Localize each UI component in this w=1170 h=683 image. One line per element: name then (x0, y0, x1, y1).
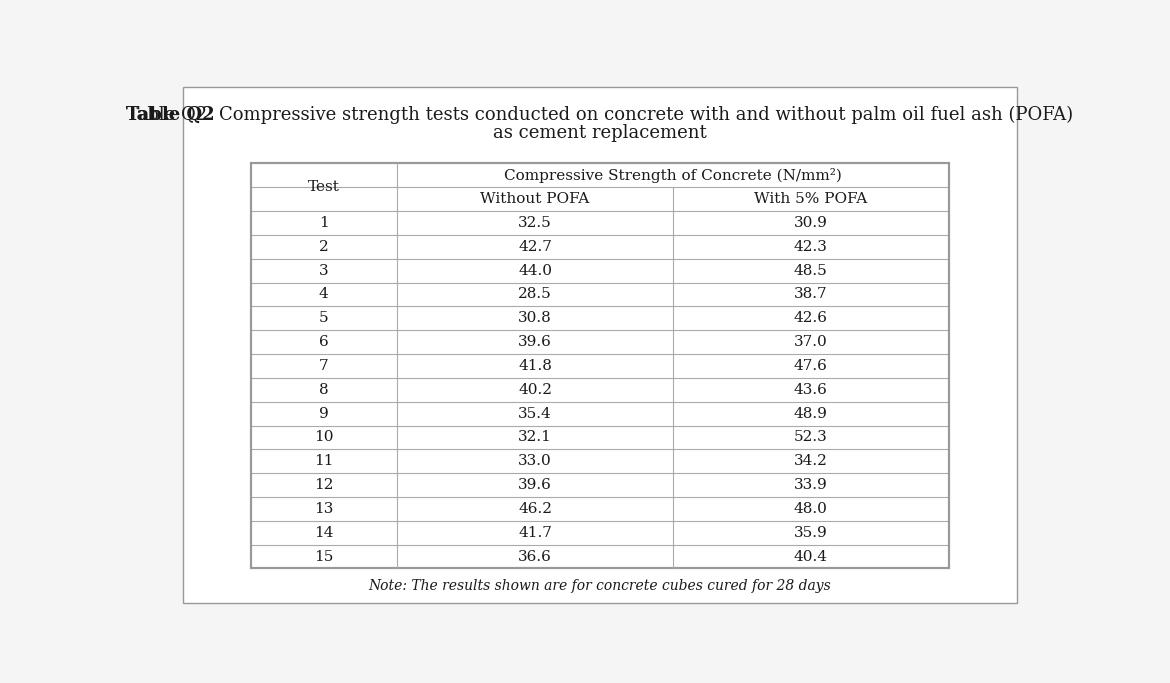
Text: 5: 5 (319, 311, 329, 325)
Text: 2: 2 (319, 240, 329, 254)
Text: 14: 14 (314, 526, 333, 540)
Text: 28.5: 28.5 (518, 288, 552, 301)
Text: 48.5: 48.5 (794, 264, 827, 278)
Text: 42.3: 42.3 (794, 240, 827, 254)
Text: 15: 15 (315, 550, 333, 563)
Text: 6: 6 (319, 335, 329, 349)
Text: 42.6: 42.6 (793, 311, 828, 325)
Text: as cement replacement: as cement replacement (493, 124, 707, 142)
Text: 48.9: 48.9 (794, 406, 827, 421)
Text: 9: 9 (319, 406, 329, 421)
Text: 8: 8 (319, 382, 329, 397)
Text: 42.7: 42.7 (518, 240, 552, 254)
Text: 44.0: 44.0 (518, 264, 552, 278)
Text: 35.4: 35.4 (518, 406, 552, 421)
Text: 10: 10 (314, 430, 333, 445)
Text: 13: 13 (315, 502, 333, 516)
Text: Test: Test (308, 180, 339, 194)
Text: 11: 11 (314, 454, 333, 469)
Text: Table Q2: Table Q2 (126, 106, 214, 124)
Text: 46.2: 46.2 (518, 502, 552, 516)
Text: 33.0: 33.0 (518, 454, 552, 469)
Text: 39.6: 39.6 (518, 478, 552, 492)
Text: 36.6: 36.6 (518, 550, 552, 563)
Text: 52.3: 52.3 (794, 430, 827, 445)
Text: 39.6: 39.6 (518, 335, 552, 349)
Text: 34.2: 34.2 (794, 454, 827, 469)
Text: Table Q2: Compressive strength tests conducted on concrete with and without palm: Table Q2: Compressive strength tests con… (126, 106, 1073, 124)
Text: 12: 12 (314, 478, 333, 492)
Text: 47.6: 47.6 (794, 359, 827, 373)
Text: Without POFA: Without POFA (481, 192, 590, 206)
Text: 38.7: 38.7 (794, 288, 827, 301)
Text: 37.0: 37.0 (794, 335, 827, 349)
Text: 41.7: 41.7 (518, 526, 552, 540)
Text: 30.9: 30.9 (794, 216, 827, 230)
Text: 32.5: 32.5 (518, 216, 552, 230)
Text: With 5% POFA: With 5% POFA (755, 192, 867, 206)
FancyBboxPatch shape (183, 87, 1017, 602)
Text: 30.8: 30.8 (518, 311, 552, 325)
Text: 48.0: 48.0 (794, 502, 827, 516)
Text: 4: 4 (319, 288, 329, 301)
Text: 1: 1 (319, 216, 329, 230)
Text: 32.1: 32.1 (518, 430, 552, 445)
Text: 40.2: 40.2 (518, 382, 552, 397)
Text: Compressive Strength of Concrete (N/mm²): Compressive Strength of Concrete (N/mm²) (504, 168, 842, 183)
Text: 40.4: 40.4 (793, 550, 828, 563)
Text: 43.6: 43.6 (794, 382, 827, 397)
Text: 41.8: 41.8 (518, 359, 552, 373)
Bar (250, 163, 949, 568)
Text: 33.9: 33.9 (794, 478, 827, 492)
Text: 7: 7 (319, 359, 329, 373)
Text: 35.9: 35.9 (794, 526, 827, 540)
Text: Note: The results shown are for concrete cubes cured for 28 days: Note: The results shown are for concrete… (369, 579, 831, 593)
Text: 3: 3 (319, 264, 329, 278)
